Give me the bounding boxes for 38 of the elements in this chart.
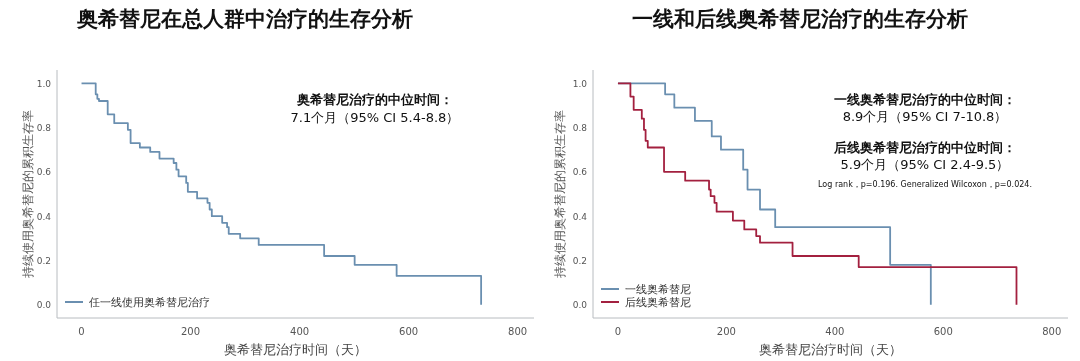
- x-tick-label: 400: [825, 326, 845, 337]
- chart-title: 奥希替尼在总人群中治疗的生存分析: [76, 7, 413, 31]
- x-tick-label: 800: [1042, 326, 1062, 337]
- legend-label: 任一线使用奥希替尼治疗: [88, 296, 210, 309]
- x-axis-title: 奥希替尼治疗时间（天）: [759, 342, 902, 357]
- x-tick-label: 800: [508, 326, 528, 337]
- legend-label: 一线奥希替尼: [625, 283, 691, 296]
- annotation: 7.1个月（95% CI 5.4-8.8）: [290, 110, 460, 125]
- x-tick-label: 600: [399, 326, 419, 337]
- y-tick-label: 0.4: [572, 211, 588, 222]
- x-tick-label: 600: [933, 326, 953, 337]
- y-tick-label: 0.8: [36, 123, 52, 134]
- annotation: 奥希替尼治疗的中位时间：: [296, 92, 453, 107]
- y-tick-label: 1.0: [572, 78, 588, 89]
- x-axis-title: 奥希替尼治疗时间（天）: [224, 342, 367, 357]
- annotation: 5.9个月（95% CI 2.4-9.5）: [840, 157, 1010, 172]
- annotation: 后线奥希替尼治疗的中位时间：: [833, 140, 1016, 155]
- y-tick-label: 0.2: [572, 255, 587, 266]
- x-tick-label: 0: [614, 326, 622, 337]
- x-tick-label: 0: [78, 326, 85, 337]
- annotation: Log rank，p=0.196. Generalized Wilcoxon，p=0.024.: [818, 180, 1032, 189]
- annotation: 8.9个月（95% CI 7-10.8）: [842, 109, 1008, 124]
- y-axis-title: 持续使用奥希替尼的累积生存率: [553, 110, 567, 278]
- annotation: 一线奥希替尼治疗的中位时间：: [834, 92, 1016, 107]
- y-tick-label: 0.6: [572, 167, 588, 178]
- y-axis-title: 持续使用奥希替尼的累积生存率: [21, 110, 35, 278]
- x-tick-label: 400: [290, 326, 310, 337]
- x-tick-label: 200: [181, 326, 201, 337]
- y-tick-label: 0.6: [36, 167, 52, 178]
- chart-title: 一线和后线奥希替尼治疗的生存分析: [632, 7, 968, 31]
- y-tick-label: 0.2: [36, 255, 51, 266]
- y-tick-label: 0.4: [36, 211, 52, 222]
- y-tick-label: 1.0: [36, 78, 52, 89]
- legend-label: 后线奥希替尼: [625, 296, 691, 309]
- y-tick-label: 0.8: [572, 123, 588, 134]
- x-tick-label: 200: [716, 326, 736, 337]
- y-tick-label: 0.0: [36, 300, 52, 311]
- y-tick-label: 0.0: [572, 300, 588, 311]
